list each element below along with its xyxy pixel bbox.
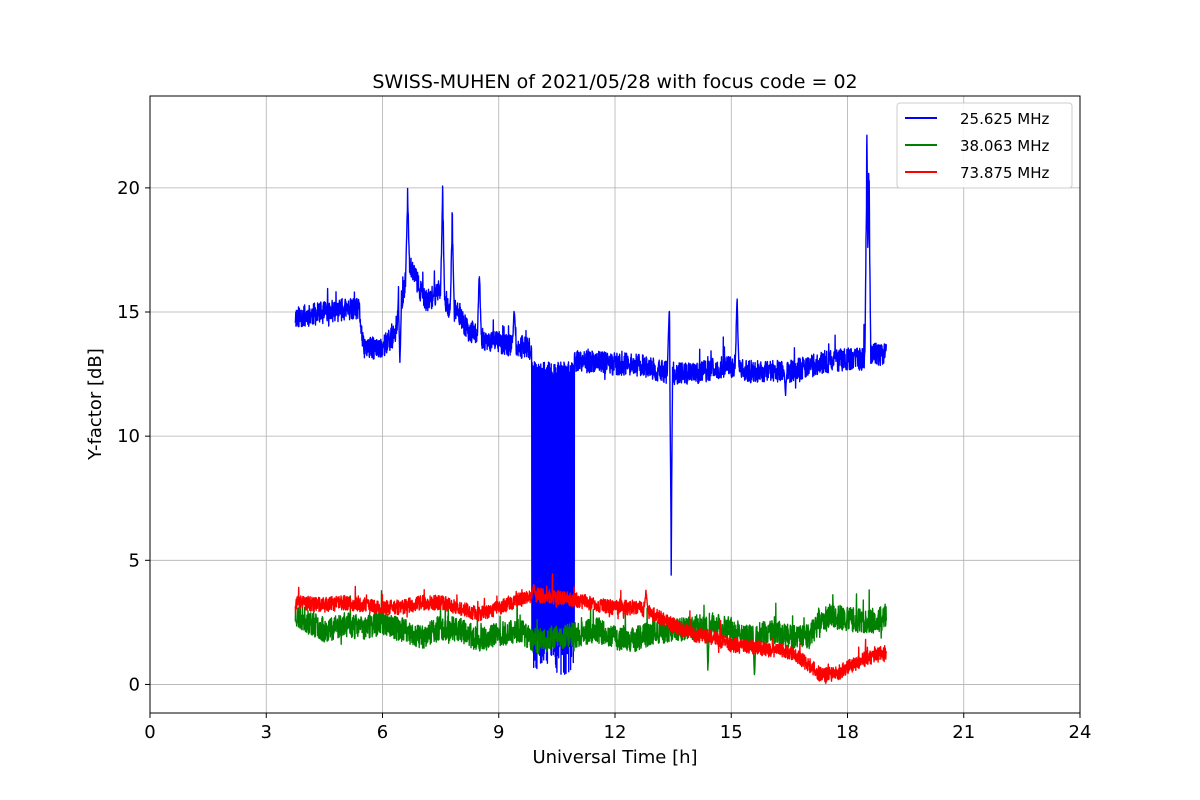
series-line — [294, 134, 887, 675]
x-axis-label: Universal Time [h] — [532, 747, 697, 768]
legend-label: 38.063 MHz — [960, 137, 1049, 155]
x-tick-label: 3 — [261, 722, 272, 743]
legend: 25.625 MHz 38.063 MHz 73.875 MHz — [896, 102, 1073, 189]
x-tick-label: 0 — [144, 722, 155, 743]
plot-area — [294, 134, 887, 685]
series-line — [294, 589, 887, 676]
x-tick-label: 24 — [1069, 722, 1092, 743]
legend-entry: 25.625 MHz — [905, 110, 1049, 128]
series-line — [294, 573, 887, 685]
y-axis-label: Y-factor [dB] — [85, 348, 106, 461]
x-tick-label: 6 — [377, 722, 388, 743]
y-tick-label: 20 — [117, 178, 140, 199]
chart-title: SWISS-MUHEN of 2021/05/28 with focus cod… — [372, 71, 857, 93]
legend-label: 25.625 MHz — [960, 110, 1049, 128]
x-tick-label: 9 — [493, 722, 504, 743]
x-axis: 0 3 6 9 12 15 18 21 24 — [144, 713, 1091, 743]
x-tick-label: 21 — [952, 722, 975, 743]
x-tick-label: 15 — [720, 722, 743, 743]
legend-label: 73.875 MHz — [960, 164, 1049, 182]
legend-entry: 73.875 MHz — [905, 164, 1049, 182]
y-axis: 0 5 10 15 20 — [117, 178, 150, 695]
legend-entry: 38.063 MHz — [905, 137, 1049, 155]
y-tick-label: 5 — [129, 550, 140, 571]
x-tick-label: 18 — [836, 722, 859, 743]
x-tick-label: 12 — [604, 722, 627, 743]
y-tick-label: 0 — [129, 674, 140, 695]
legend-box — [896, 102, 1073, 189]
y-tick-label: 10 — [117, 426, 140, 447]
y-tick-label: 15 — [117, 302, 140, 323]
